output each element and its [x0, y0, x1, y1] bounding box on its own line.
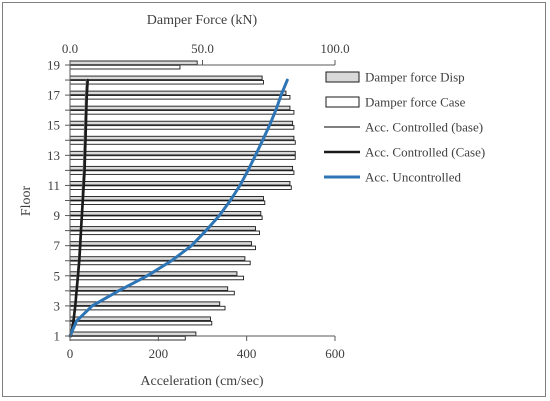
bar-disp-floor-2 — [69, 316, 211, 321]
primary-x-axis-label: Acceleration (cm/sec) — [140, 374, 264, 389]
bar-disp-floor-9 — [69, 211, 262, 216]
bar-disp-floor-14 — [69, 135, 295, 141]
y-tick-label-9: 19 — [47, 58, 60, 73]
legend-label-2: Damper force Case — [365, 95, 466, 110]
bar-disp-floor-10 — [69, 196, 264, 201]
primary-x-tick-label-1: 200 — [149, 346, 169, 361]
bar-disp-floor-4 — [69, 286, 229, 291]
bar-case-floor-9 — [69, 215, 263, 221]
bar-case-floor-11 — [69, 185, 292, 190]
bar-case-floor-13 — [69, 155, 296, 160]
bar-case-floor-6 — [69, 260, 251, 266]
bar-disp-floor-13 — [69, 150, 296, 156]
bar-case-floor-18 — [69, 80, 264, 85]
bar-case-floor-15 — [69, 125, 295, 130]
bar-disp-floor-1 — [69, 331, 197, 337]
bar-disp-floor-11 — [69, 180, 291, 186]
y-tick-label-7: 15 — [47, 118, 60, 133]
bar-case-floor-5 — [69, 275, 245, 281]
legend-label-1: Damper force Disp — [365, 70, 465, 85]
bar-case-floor-17 — [69, 95, 291, 100]
bar-disp-floor-18 — [69, 75, 263, 81]
bar-case-floor-8 — [69, 230, 260, 236]
legend-label-4: Acc. Controlled (Case) — [365, 145, 485, 160]
primary-x-tick-label-2: 400 — [237, 346, 257, 361]
bar-case-floor-12 — [69, 170, 295, 175]
bar-case-floor-10 — [69, 200, 266, 205]
primary-x-tick-label-0: 0 — [67, 346, 74, 361]
bar-disp-floor-7 — [69, 241, 252, 246]
secondary-x-axis-label: Damper Force (kN) — [147, 13, 258, 28]
secondary-x-tick-label-1: 50.0 — [191, 41, 214, 56]
bar-disp-floor-6 — [69, 256, 246, 261]
bar-disp-floor-15 — [69, 120, 294, 126]
label-layer: Damper Force (kN) Acceleration (cm/sec) … — [19, 13, 264, 389]
y-tick-label-0: 1 — [54, 329, 61, 344]
legend-swatch-1 — [325, 71, 360, 83]
bar-case-floor-1 — [69, 335, 186, 341]
y-tick-label-4: 9 — [54, 208, 61, 223]
secondary-x-tick-label-2: 100.0 — [320, 41, 349, 56]
y-axis-label: Floor — [19, 185, 34, 216]
bar-case-floor-16 — [69, 110, 295, 115]
y-tick-label-3: 7 — [54, 238, 61, 253]
line-series-3 — [68, 78, 289, 338]
bar-case-floor-19 — [69, 64, 181, 70]
bar-case-floor-4 — [69, 290, 235, 296]
legend-label-3: Acc. Controlled (base) — [365, 120, 483, 135]
line-layer — [68, 78, 289, 338]
bar-layer — [69, 60, 296, 341]
bar-case-floor-2 — [69, 320, 213, 326]
y-tick-label-6: 13 — [47, 148, 60, 163]
legend-label-5: Acc. Uncontrolled — [365, 170, 462, 185]
y-tick-label-8: 17 — [47, 88, 61, 103]
primary-x-tick-label-3: 600 — [325, 346, 345, 361]
legend-swatch-2 — [325, 96, 360, 108]
y-tick-label-2: 5 — [54, 268, 61, 283]
line-series-2 — [69, 78, 89, 338]
y-tick-label-5: 11 — [47, 178, 60, 193]
bar-disp-floor-17 — [69, 90, 287, 96]
bar-disp-floor-16 — [69, 105, 291, 111]
bar-case-floor-7 — [69, 245, 256, 251]
bar-disp-floor-12 — [69, 165, 294, 171]
line-series-1 — [69, 79, 88, 337]
bar-disp-floor-19 — [69, 60, 198, 66]
bar-disp-floor-8 — [69, 226, 256, 231]
y-tick-label-1: 3 — [54, 298, 61, 313]
secondary-x-tick-label-0: 0.0 — [62, 41, 78, 56]
legend: Damper force Disp Damper force Case Acc. C… — [324, 70, 485, 185]
